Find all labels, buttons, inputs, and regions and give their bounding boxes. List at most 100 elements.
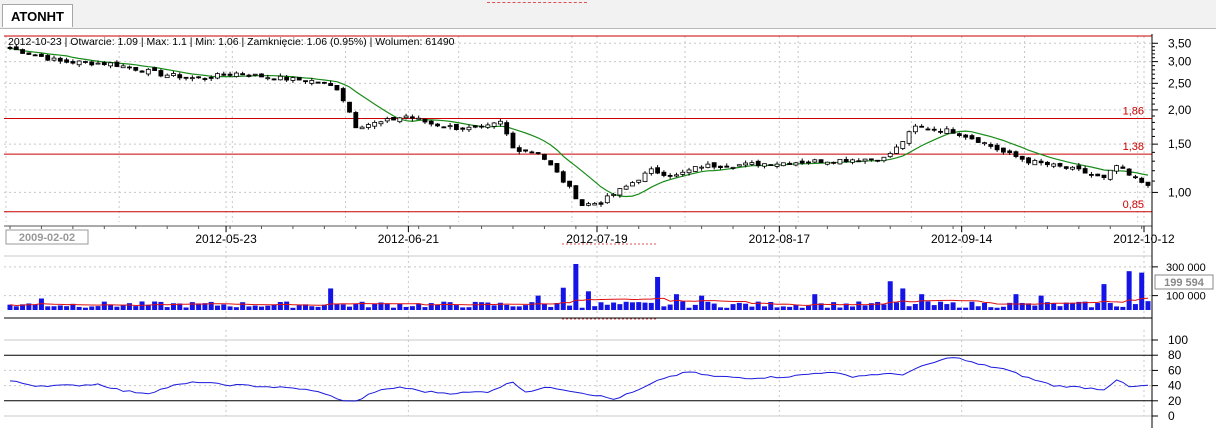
volume-bar	[780, 306, 786, 310]
price-panel[interactable]: 1,86 1,38 0,85 3,50 3,00 2,50 2,00 1,50 1,00 20…	[4, 34, 1192, 416]
candle-body	[655, 167, 660, 174]
oscillator-tick-label: 0	[1168, 409, 1175, 423]
candle-body	[661, 171, 667, 176]
candle-body	[7, 46, 13, 49]
candle-body	[856, 160, 862, 163]
volume-bar	[724, 307, 730, 310]
volume-bar	[422, 307, 428, 310]
candle-body	[152, 67, 158, 71]
volume-bar	[170, 303, 176, 310]
volume-bar	[89, 306, 95, 310]
candle-body	[598, 202, 604, 205]
volume-bar	[391, 307, 397, 310]
candle-body	[831, 161, 837, 164]
volume-bar	[931, 305, 937, 310]
volume-bar	[13, 306, 19, 310]
candle-body	[1063, 166, 1069, 169]
candle-body	[303, 80, 308, 83]
volume-bar	[894, 302, 900, 310]
volume-bar	[749, 306, 755, 310]
candle-body	[560, 171, 566, 183]
candle-body	[755, 160, 761, 167]
volume-bar	[384, 303, 390, 310]
candle-body	[1114, 165, 1119, 172]
candle-body	[39, 53, 44, 57]
candle-body	[1045, 161, 1050, 166]
volume-bar	[818, 303, 824, 310]
volume-bar	[403, 306, 409, 310]
volume-bar	[1044, 302, 1050, 310]
candle-body	[743, 162, 749, 166]
candle-body	[277, 75, 283, 81]
volume-bar	[397, 303, 403, 310]
volume-bar	[919, 294, 925, 310]
candle-body	[919, 125, 925, 128]
candle-body	[472, 125, 478, 128]
volume-bar	[900, 288, 906, 310]
candle-body	[1095, 173, 1101, 177]
volume-bar	[994, 307, 1000, 310]
candle-body	[806, 161, 811, 164]
volume-bar	[152, 301, 158, 310]
volume-bar	[661, 306, 667, 310]
first-date-label: 2009-02-02	[19, 232, 75, 244]
volume-bar	[523, 305, 529, 310]
candle-body	[1139, 177, 1145, 183]
volume-tick-label: 100 000	[1166, 291, 1206, 303]
volume-bar	[730, 304, 736, 310]
candle-body	[108, 62, 113, 67]
candle-body	[837, 158, 843, 165]
oscillator-tick-label: 100	[1168, 333, 1188, 347]
candle-body	[868, 158, 874, 161]
volume-bar	[673, 294, 679, 310]
volume-bar	[1132, 304, 1138, 310]
price-horizontal-lines[interactable]: 1,86 1,38 0,85	[4, 35, 1152, 213]
candle-body	[1057, 163, 1063, 167]
volume-bar	[284, 301, 290, 310]
candle-body	[1038, 160, 1044, 164]
candle-body	[384, 118, 390, 122]
candle-body	[938, 130, 943, 133]
candle-body	[114, 61, 120, 67]
volume-bar	[711, 303, 717, 310]
candle-body	[523, 149, 528, 152]
candle-body	[931, 128, 937, 131]
volume-bar	[240, 302, 246, 310]
candle-body	[20, 49, 25, 54]
volume-bar	[598, 302, 604, 310]
volume-bar	[585, 291, 591, 310]
volume-bar	[221, 304, 227, 310]
volume-bar	[699, 295, 705, 310]
candle-body	[26, 52, 32, 55]
volume-bar	[1114, 306, 1120, 310]
tab-atonht[interactable]: ATONHT	[2, 4, 73, 27]
volume-bar	[70, 303, 76, 310]
candle-body	[189, 77, 195, 80]
volume-bar	[466, 307, 472, 310]
volume-bar	[1063, 302, 1069, 310]
volume-grid	[4, 255, 1152, 297]
volume-panel[interactable]: 300 000 100 000 199 594	[4, 255, 1214, 320]
volume-bar	[321, 304, 327, 310]
volume-bar	[573, 264, 579, 310]
stock-chart[interactable]: 1,86 1,38 0,85 3,50 3,00 2,50 2,00 1,50 1,00 20…	[0, 28, 1216, 430]
candle-body	[944, 128, 950, 134]
volume-bar	[812, 294, 818, 310]
volume-bar	[189, 302, 195, 310]
candle-body	[183, 76, 189, 79]
volume-bar	[441, 301, 447, 310]
volume-bar	[831, 302, 837, 310]
volume-bar	[315, 306, 321, 310]
candle-body	[177, 74, 183, 79]
volume-bar	[51, 306, 57, 310]
candle-body	[862, 158, 868, 162]
volume-bar	[849, 306, 855, 310]
candle-body	[906, 131, 912, 144]
volume-bar	[774, 307, 780, 310]
candle-body	[1089, 173, 1094, 176]
candle-body	[479, 125, 484, 128]
date-tick-label: 2012-05-23	[195, 232, 257, 246]
candle-body	[648, 168, 654, 174]
